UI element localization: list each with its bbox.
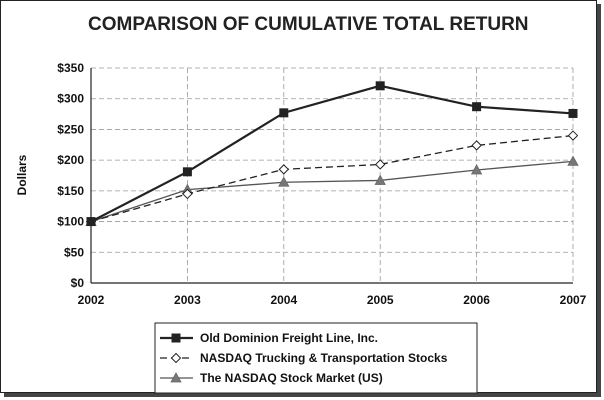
y-axis-label: Dollars: [15, 154, 29, 195]
data-point: [567, 130, 579, 141]
legend-label: The NASDAQ Stock Market (US): [200, 371, 383, 385]
series-line: [90, 134, 574, 223]
chart-title: COMPARISON OF CUMULATIVE TOTAL RETURN: [88, 14, 529, 35]
y-tick-label: $250: [57, 122, 84, 136]
legend: Old Dominion Freight Line, Inc. NASDAQ Tr…: [154, 322, 478, 394]
y-tick-label: $350: [57, 61, 84, 75]
data-point: [278, 164, 290, 175]
data-point: [567, 155, 579, 166]
legend-marker: [171, 333, 181, 343]
axes: [90, 68, 574, 284]
series-line: [90, 84, 574, 223]
x-tick-label: 2002: [78, 293, 105, 307]
x-tick-label: 2003: [174, 293, 201, 307]
data-point: [374, 159, 386, 170]
legend-label: Old Dominion Freight Line, Inc.: [200, 331, 378, 345]
y-tick-label: $150: [57, 184, 84, 198]
data-point: [374, 174, 386, 185]
y-tick-label: $200: [57, 153, 84, 167]
legend-box: [154, 322, 478, 394]
x-tick-label: 2006: [463, 293, 490, 307]
y-tick-label: $100: [57, 215, 84, 229]
x-tick-labels: 2002 2003 2004 2005 2006 2007: [78, 293, 587, 307]
x-tick-label: 2007: [560, 293, 587, 307]
y-tick-label: $50: [64, 245, 84, 259]
y-tick-labels: $0 $50 $100 $150 $200 $250 $300 $350: [57, 61, 84, 290]
legend-marker: [170, 352, 182, 364]
series-group: [85, 81, 579, 227]
y-tick-label: $300: [57, 92, 84, 106]
data-point: [471, 140, 482, 151]
x-tick-label: 2004: [270, 293, 297, 307]
data-point: [470, 164, 483, 175]
data-point: [278, 176, 290, 187]
data-point: [375, 81, 385, 91]
legend-marker: [170, 372, 182, 383]
data-point: [279, 108, 289, 118]
x-tick-label: 2005: [367, 293, 394, 307]
data-point: [86, 217, 96, 227]
data-point: [472, 102, 482, 112]
legend-label: NASDAQ Trucking & Transportation Stocks: [200, 351, 448, 365]
y-tick-label: $0: [71, 276, 85, 290]
data-point: [182, 188, 193, 200]
data-point: [568, 108, 578, 118]
series-line: [90, 160, 574, 223]
data-point: [182, 167, 192, 177]
